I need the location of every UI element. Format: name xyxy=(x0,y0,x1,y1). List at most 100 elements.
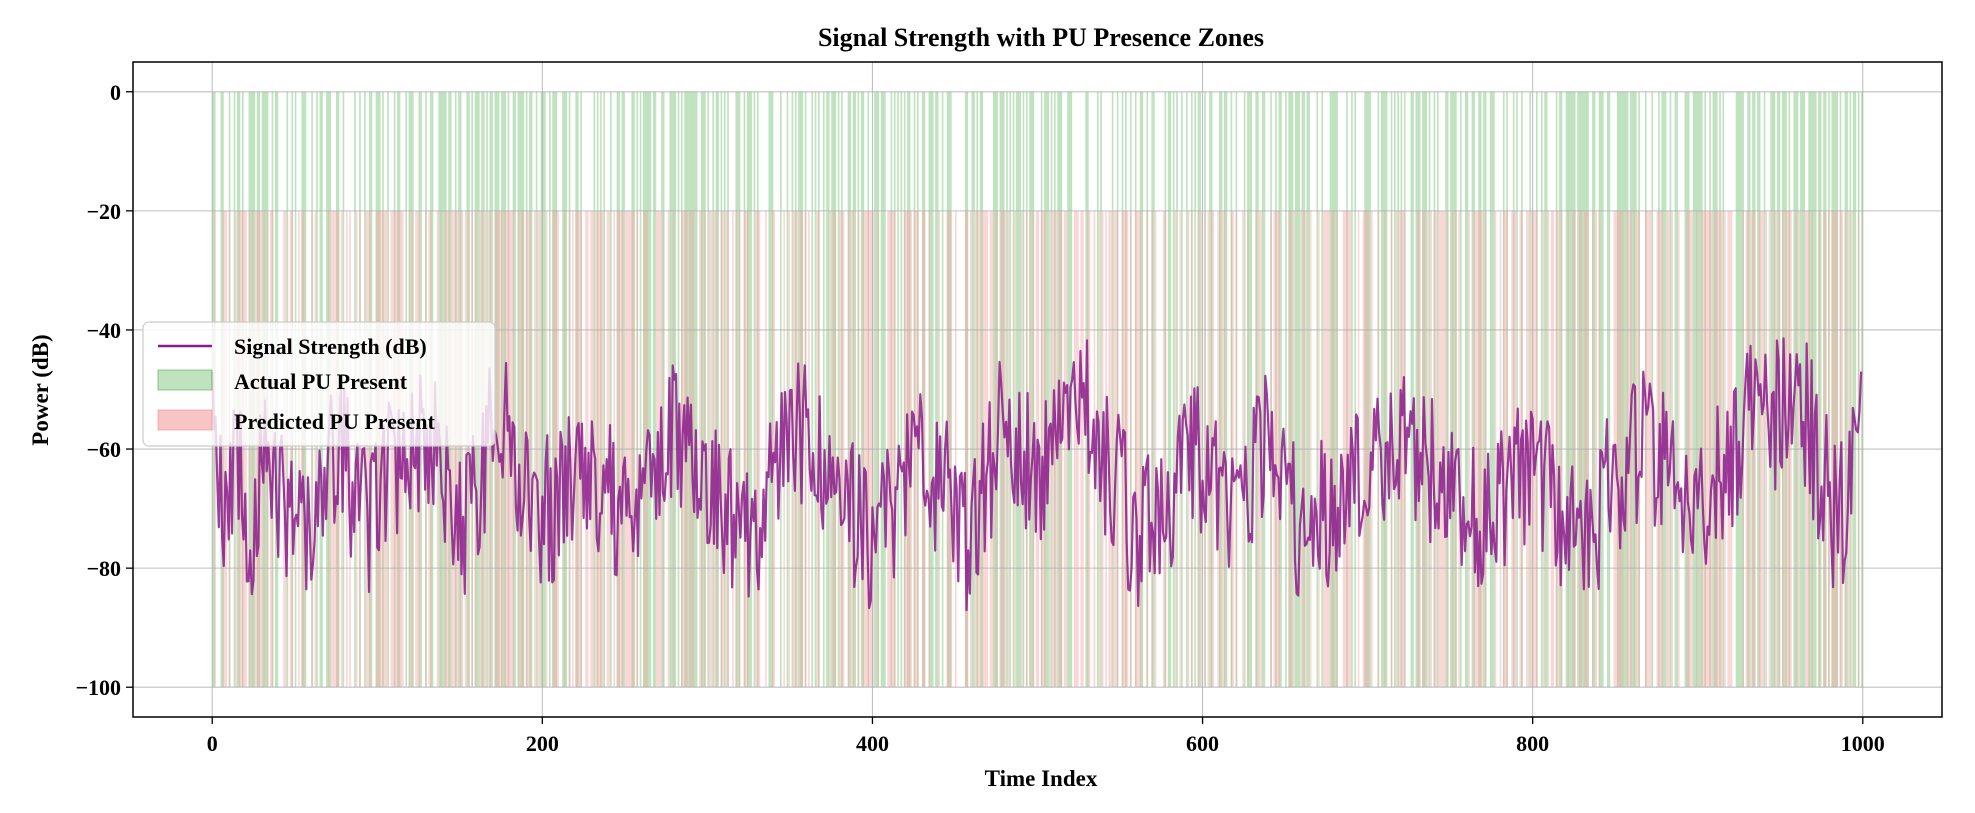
actual-pu-span xyxy=(1651,91,1654,688)
actual-pu-span xyxy=(1423,91,1426,688)
actual-pu-span xyxy=(610,91,612,688)
actual-pu-span xyxy=(1521,91,1523,688)
actual-pu-span xyxy=(1466,91,1469,688)
actual-pu-span xyxy=(621,91,624,688)
actual-pu-span xyxy=(1687,91,1690,688)
actual-pu-span xyxy=(1369,91,1371,688)
actual-pu-span xyxy=(1831,91,1834,688)
actual-pu-span xyxy=(639,91,642,688)
actual-pu-span xyxy=(874,91,876,688)
actual-pu-span xyxy=(1380,91,1383,688)
actual-pu-span xyxy=(1489,91,1492,688)
actual-pu-span xyxy=(1040,91,1043,688)
actual-pu-span xyxy=(913,91,916,688)
actual-pu-span xyxy=(1294,91,1297,688)
actual-pu-span xyxy=(702,91,705,688)
actual-pu-span xyxy=(950,91,952,688)
actual-pu-span xyxy=(1773,91,1776,688)
actual-pu-span xyxy=(1220,91,1223,688)
actual-pu-span xyxy=(1471,91,1474,688)
actual-pu-span xyxy=(1351,91,1353,688)
actual-pu-span xyxy=(1410,91,1413,688)
actual-pu-span xyxy=(1153,91,1155,688)
actual-pu-span xyxy=(1833,91,1835,688)
actual-pu-span xyxy=(1290,91,1292,688)
actual-pu-span xyxy=(1813,91,1815,688)
actual-pu-span xyxy=(1250,91,1253,688)
actual-pu-span xyxy=(1280,91,1282,688)
actual-pu-span xyxy=(525,91,528,688)
actual-pu-span xyxy=(738,91,741,688)
actual-pu-span xyxy=(1545,91,1548,688)
actual-pu-span xyxy=(1181,91,1183,688)
actual-pu-span xyxy=(1450,91,1452,688)
actual-pu-span xyxy=(654,91,657,688)
actual-pu-span xyxy=(1006,91,1008,688)
actual-pu-span xyxy=(542,91,544,688)
actual-pu-span xyxy=(1111,91,1114,688)
actual-pu-span xyxy=(1151,91,1154,688)
actual-pu-span xyxy=(1116,91,1119,688)
actual-pu-span xyxy=(1224,91,1226,688)
actual-pu-span xyxy=(1364,91,1366,688)
actual-pu-span xyxy=(1738,91,1741,688)
actual-pu-span xyxy=(712,91,714,688)
actual-pu-span xyxy=(1464,91,1467,688)
actual-pu-span xyxy=(623,91,625,688)
actual-pu-span xyxy=(854,91,856,688)
actual-pu-span xyxy=(1529,91,1532,688)
x-tick-label: 0 xyxy=(207,731,218,756)
actual-pu-span xyxy=(1422,91,1424,688)
actual-pu-span xyxy=(1124,91,1127,688)
actual-pu-span xyxy=(555,91,558,688)
actual-pu-span xyxy=(1861,91,1863,688)
actual-pu-span xyxy=(948,91,951,688)
actual-pu-span xyxy=(1025,91,1028,688)
x-axis-label: Time Index xyxy=(985,766,1098,791)
actual-pu-span xyxy=(1686,91,1688,688)
actual-pu-span xyxy=(897,91,899,688)
actual-pu-span xyxy=(631,91,634,688)
actual-pu-span xyxy=(1334,91,1337,688)
actual-pu-span xyxy=(814,91,817,688)
actual-pu-span xyxy=(1608,91,1611,688)
actual-pu-span xyxy=(817,91,820,688)
actual-pu-span xyxy=(1167,91,1170,688)
actual-pu-span xyxy=(1017,91,1020,688)
actual-pu-span xyxy=(1460,91,1462,688)
actual-pu-span xyxy=(1795,91,1797,688)
actual-pu-span xyxy=(1385,91,1388,688)
actual-pu-span xyxy=(1577,91,1579,688)
actual-pu-span xyxy=(1572,91,1574,688)
actual-pu-span xyxy=(689,91,691,688)
actual-pu-span xyxy=(1669,91,1672,688)
actual-pu-span xyxy=(548,91,551,688)
actual-pu-span xyxy=(880,91,883,688)
actual-pu-span xyxy=(1230,91,1233,688)
y-axis-label: Power (dB) xyxy=(28,334,53,445)
actual-pu-span xyxy=(1186,91,1188,688)
actual-pu-span xyxy=(1638,91,1640,688)
actual-pu-span xyxy=(661,91,663,688)
actual-pu-span xyxy=(1796,91,1799,688)
actual-pu-span xyxy=(1626,91,1629,688)
actual-pu-span xyxy=(636,91,639,688)
actual-pu-span xyxy=(502,91,505,688)
actual-pu-span xyxy=(1722,91,1725,688)
actual-pu-span xyxy=(1565,91,1568,688)
y-tick-label: −100 xyxy=(75,675,121,700)
actual-pu-span xyxy=(1719,91,1721,688)
actual-pu-span xyxy=(971,91,974,688)
actual-pu-span xyxy=(1478,91,1480,688)
actual-pu-span xyxy=(1857,91,1860,688)
actual-pu-span xyxy=(522,91,525,688)
actual-pu-span xyxy=(1844,91,1847,688)
actual-pu-span xyxy=(1701,91,1703,688)
x-tick-label: 200 xyxy=(526,731,559,756)
actual-pu-span xyxy=(1600,91,1602,688)
actual-pu-span xyxy=(690,91,693,688)
actual-pu-span xyxy=(1849,91,1852,688)
actual-pu-span xyxy=(1141,91,1144,688)
actual-pu-span xyxy=(1047,91,1050,688)
actual-pu-span xyxy=(1592,91,1594,688)
